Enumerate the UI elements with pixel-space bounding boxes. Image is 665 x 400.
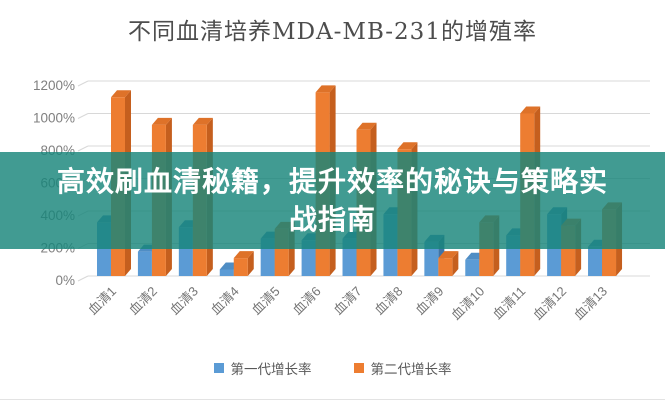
chart-legend: 第一代增长率 第二代增长率 bbox=[0, 358, 665, 378]
bar-第二代增长率-血清9 bbox=[438, 251, 459, 276]
x-tick-label-血清3: 血清3 bbox=[167, 284, 201, 318]
overlay-text-line-1: 高效刷血清秘籍，提升效率的秘诀与策略实 bbox=[56, 165, 608, 197]
overlay-text-line-2: 战指南 bbox=[288, 203, 376, 235]
x-tick-label-血清5: 血清5 bbox=[249, 284, 283, 318]
x-tick-label-血清10: 血清10 bbox=[448, 284, 487, 323]
legend-label-series-1: 第一代增长率 bbox=[230, 362, 312, 377]
axis-tick-3d-1000% bbox=[77, 113, 89, 119]
y-tick-label-1000%: 1000% bbox=[33, 111, 75, 126]
x-tick-label-血清8: 血清8 bbox=[371, 284, 405, 318]
chart-title: 不同血清培养MDA-MB-231的增殖率 bbox=[128, 19, 537, 45]
legend-label-series-2: 第二代增长率 bbox=[370, 362, 452, 377]
x-tick-label-血清2: 血清2 bbox=[126, 284, 160, 318]
legend-item-series-2: 第二代增长率 bbox=[353, 358, 452, 378]
x-tick-label-血清7: 血清7 bbox=[331, 284, 365, 318]
legend-item-series-1: 第一代增长率 bbox=[213, 358, 312, 378]
x-tick-label-血清6: 血清6 bbox=[290, 284, 324, 318]
axis-tick-3d-1200% bbox=[77, 80, 89, 87]
x-tick-label-血清9: 血清9 bbox=[412, 284, 446, 318]
x-tick-label-血清1: 血清1 bbox=[85, 284, 119, 318]
y-tick-label-1200%: 1200% bbox=[33, 78, 75, 93]
x-tick-label-血清12: 血清12 bbox=[530, 284, 569, 323]
axis-tick-3d-0% bbox=[77, 275, 89, 282]
bar-第二代增长率-血清4 bbox=[233, 251, 254, 276]
x-tick-label-血清13: 血清13 bbox=[571, 284, 610, 323]
x-tick-label-血清4: 血清4 bbox=[208, 284, 242, 318]
legend-swatch-orange bbox=[353, 363, 364, 373]
y-tick-label-0%: 0% bbox=[55, 273, 75, 288]
x-tick-label-血清11: 血清11 bbox=[490, 284, 529, 323]
legend-swatch-blue bbox=[213, 363, 224, 373]
promo-overlay-banner: 高效刷血清秘籍，提升效率的秘诀与策略实 战指南 bbox=[0, 152, 665, 249]
axis-tick-3d-800% bbox=[77, 145, 89, 152]
